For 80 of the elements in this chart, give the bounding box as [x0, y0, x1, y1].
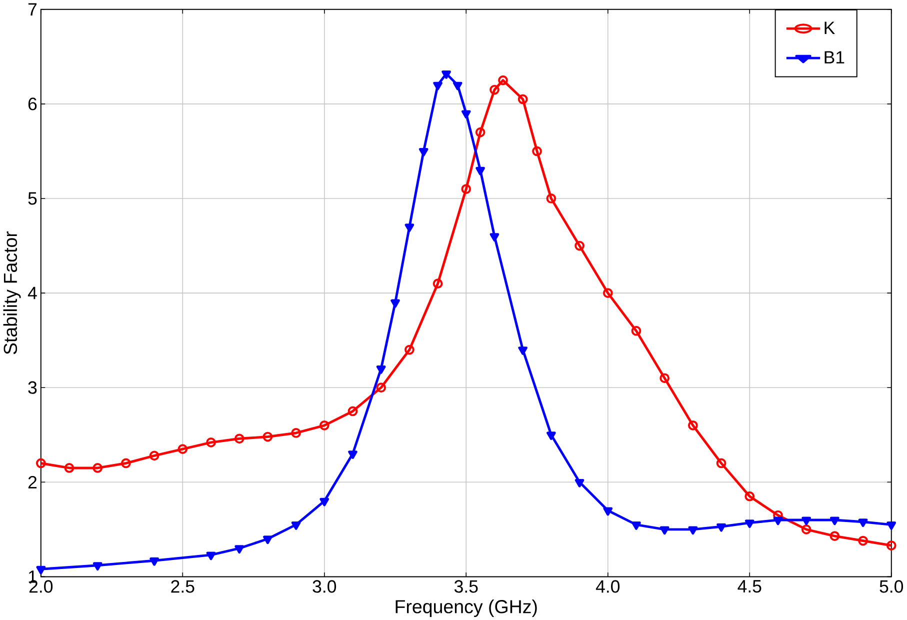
point: [433, 82, 442, 90]
point: [886, 521, 896, 530]
y-axis-title: Stability Factor: [3, 231, 21, 354]
point: [744, 491, 755, 502]
point: [121, 458, 131, 468]
point: [830, 530, 840, 541]
point: [574, 240, 584, 251]
point: [490, 84, 500, 95]
point: [404, 224, 414, 232]
point: [149, 450, 160, 460]
point: [475, 127, 486, 138]
point: [632, 521, 641, 530]
point: [830, 516, 840, 526]
point: [716, 523, 726, 532]
point: [92, 462, 103, 473]
x-tick-label: 4.0: [596, 580, 620, 593]
point: [498, 75, 508, 86]
point: [773, 516, 783, 526]
point: [603, 507, 613, 516]
x-tick-label: 2.5: [171, 580, 194, 593]
point: [802, 516, 811, 526]
x-axis-title: Frequency (GHz): [396, 599, 537, 617]
point: [418, 148, 428, 156]
point: [858, 536, 868, 546]
point: [602, 288, 613, 298]
point: [206, 552, 216, 560]
point: [532, 146, 542, 156]
point: [660, 526, 670, 534]
y-tick-label: 5: [28, 192, 37, 205]
legend-label: K: [824, 22, 835, 34]
y-tick-label: 6: [28, 98, 37, 110]
y-tick-label: 7: [28, 3, 37, 16]
point: [348, 450, 358, 459]
point: [546, 432, 556, 440]
point: [801, 524, 812, 534]
x-tick-label: 4.5: [738, 580, 762, 592]
point: [452, 82, 462, 90]
x-tick-label: 3.0: [312, 580, 336, 593]
point: [858, 518, 868, 527]
point: [716, 458, 726, 468]
point: [476, 166, 485, 176]
point: [688, 526, 698, 534]
point: [150, 557, 159, 566]
point: [64, 462, 74, 473]
point: [376, 365, 386, 374]
point: [490, 232, 500, 242]
point: [320, 498, 330, 506]
point: [442, 70, 451, 79]
point: [518, 346, 528, 355]
point: [234, 434, 244, 444]
point: [262, 432, 273, 442]
point: [660, 373, 670, 383]
point: [348, 406, 358, 416]
point: [178, 444, 188, 454]
x-tick-label: 5.0: [880, 580, 904, 593]
y-tick-label: 4: [28, 286, 37, 300]
point: [461, 110, 471, 118]
point: [263, 536, 272, 544]
point: [546, 193, 556, 204]
point: [518, 94, 528, 104]
point: [688, 420, 698, 430]
point: [36, 566, 46, 574]
point: [291, 428, 301, 438]
point: [376, 382, 386, 392]
point: [92, 562, 102, 570]
x-tick-label: 3.5: [454, 580, 478, 593]
legend-label: B1: [824, 51, 844, 64]
point: [461, 184, 472, 194]
point: [631, 326, 642, 336]
point: [574, 478, 584, 488]
point: [744, 519, 754, 528]
point: [291, 521, 301, 530]
y-tick-label: 2: [28, 476, 37, 488]
point: [404, 344, 414, 355]
point: [206, 437, 216, 448]
point: [234, 544, 244, 554]
point: [432, 278, 443, 288]
y-tick-label: 3: [28, 381, 37, 394]
point: [390, 299, 400, 308]
point: [319, 420, 330, 430]
